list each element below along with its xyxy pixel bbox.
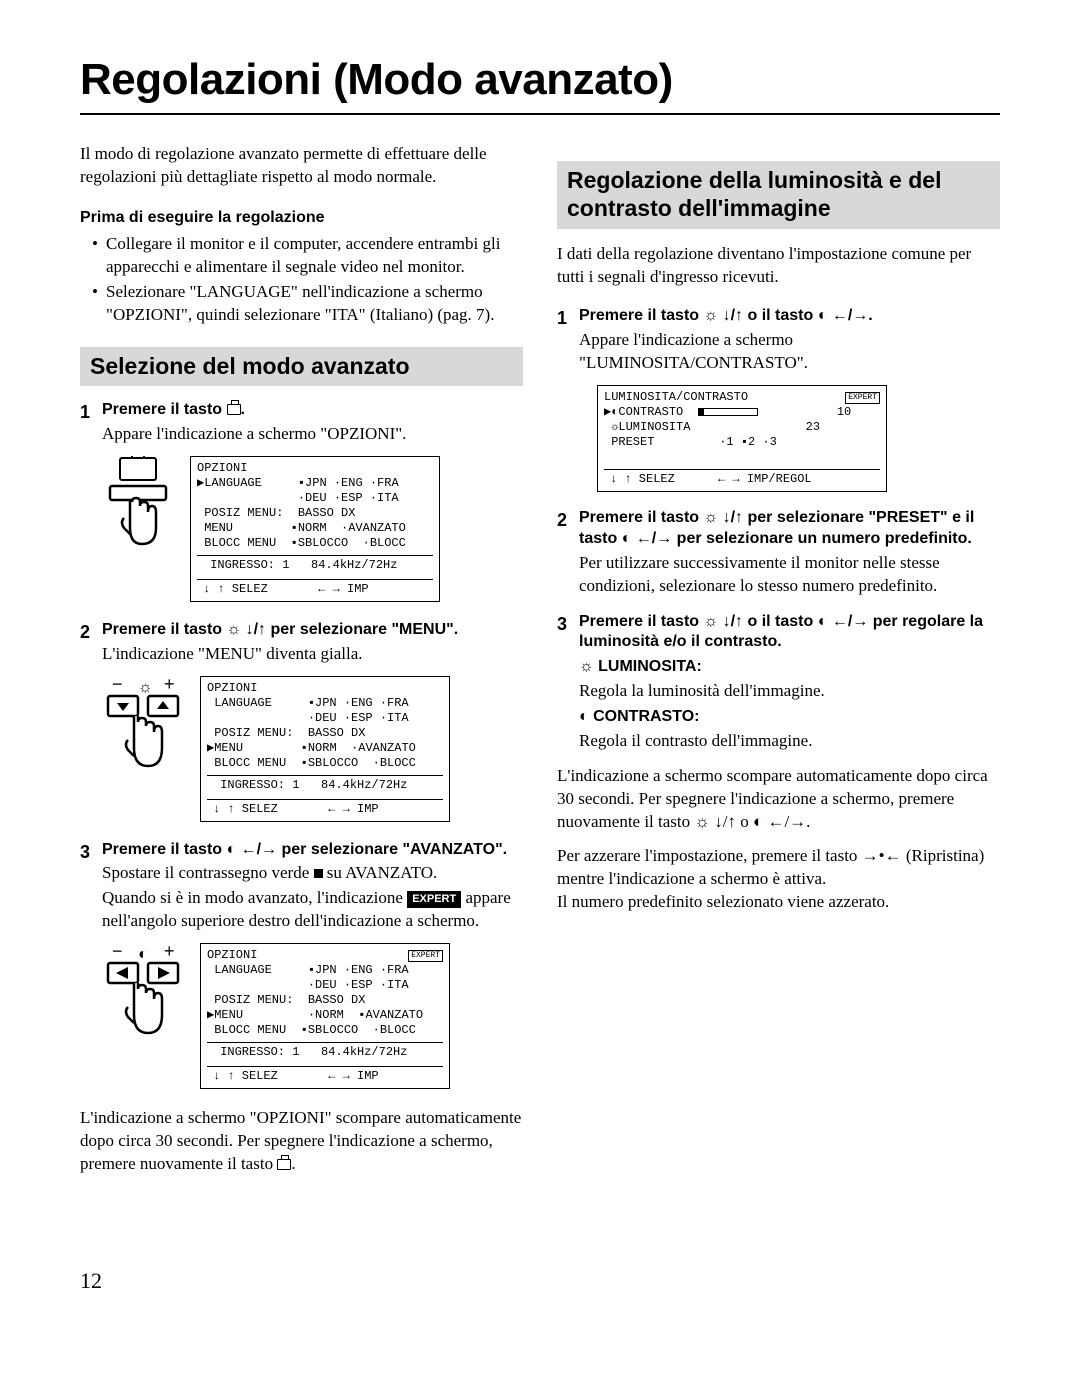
section-heading: Regolazione della luminosità e del contr… <box>557 161 1000 228</box>
expert-indicator: EXPERT <box>408 950 443 962</box>
diagram-row: OPZIONI ▶LANGUAGE ▪JPN ·ENG ·FRA ·DEU ·E… <box>102 456 523 602</box>
osd-row: ·DEU ·ESP ·ITA <box>207 978 443 993</box>
step-title: Premere il tasto . <box>102 400 523 421</box>
footer-paragraph: Il numero predefinito selezionato viene … <box>557 891 1000 914</box>
step-title: Premere il tasto ☼ ↓/↑ per selezionare "… <box>102 620 523 641</box>
step-number: 3 <box>80 840 102 934</box>
osd-row: LANGUAGE ▪JPN ·ENG ·FRA <box>207 696 443 711</box>
expert-badge: EXPERT <box>407 891 461 908</box>
section-heading: Selezione del modo avanzato <box>80 347 523 387</box>
step-number: 2 <box>80 620 102 666</box>
diagram-row: − ◐ + OPZIONI EXPERT LANG <box>102 943 523 1089</box>
osd-title: LUMINOSITA/CONTRASTO <box>604 390 748 405</box>
pre-adjust-list: Collegare il monitor e il computer, acce… <box>80 233 523 327</box>
osd-row: ·DEU ·ESP ·ITA <box>207 711 443 726</box>
osd-footer: ↓ ↑ SELEZ ← → IMP <box>213 1069 437 1084</box>
step-title: Premere il tasto ☼ ↓/↑ o il tasto ◐ ←/→ … <box>579 612 1000 654</box>
osd-row: LANGUAGE ▪JPN ·ENG ·FRA <box>207 963 443 978</box>
osd-row: ▶◐CONTRASTO 10 <box>604 405 880 420</box>
osd-title: OPZIONI <box>207 948 257 963</box>
press-updown-icon: − ☼ + <box>102 676 184 776</box>
step-title: Premere il tasto ☼ ↓/↑ o il tasto ◐ ←/→. <box>579 306 1000 327</box>
osd-screen: OPZIONI LANGUAGE ▪JPN ·ENG ·FRA ·DEU ·ES… <box>200 676 450 822</box>
osd-row: ▶MENU ▪NORM ·AVANZATO <box>207 741 443 756</box>
step-text: L'indicazione "MENU" diventa gialla. <box>102 643 523 666</box>
osd-row: MENU ▪NORM ·AVANZATO <box>197 521 433 536</box>
contrast-bar <box>698 408 758 416</box>
step: 1 Premere il tasto ☼ ↓/↑ o il tasto ◐ ←/… <box>557 306 1000 375</box>
left-column: Il modo di regolazione avanzato permette… <box>80 143 523 1176</box>
osd-title: OPZIONI <box>207 681 443 696</box>
step-number: 3 <box>557 612 579 753</box>
green-marker-icon <box>314 869 323 878</box>
osd-row: BLOCC MENU ▪SBLOCCO ·BLOCC <box>207 1023 443 1038</box>
step-text: Appare l'indicazione a schermo "LUMINOSI… <box>579 329 1000 375</box>
step-text: Per utilizzare successivamente il monito… <box>579 552 1000 598</box>
step-title: Premere il tasto ☼ ↓/↑ per selezionare "… <box>579 508 1000 550</box>
osd-screen: OPZIONI ▶LANGUAGE ▪JPN ·ENG ·FRA ·DEU ·E… <box>190 456 440 602</box>
osd-row: INGRESSO: 1 84.4kHz/72Hz <box>213 778 437 793</box>
bullet-item: Selezionare "LANGUAGE" nell'indicazione … <box>92 281 523 327</box>
menu-button-icon <box>227 404 241 415</box>
intro-paragraph: I dati della regolazione diventano l'imp… <box>557 243 1000 289</box>
osd-row: POSIZ MENU: BASSO DX <box>207 993 443 1008</box>
osd-row: INGRESSO: 1 84.4kHz/72Hz <box>213 1045 437 1060</box>
bullet-item: Collegare il monitor e il computer, acce… <box>92 233 523 279</box>
step-text: Quando si è in modo avanzato, l'indicazi… <box>102 887 523 933</box>
osd-row: BLOCC MENU ▪SBLOCCO ·BLOCC <box>197 536 433 551</box>
osd-row: ▶MENU ·NORM ▪AVANZATO <box>207 1008 443 1023</box>
step: 2 Premere il tasto ☼ ↓/↑ per selezionare… <box>557 508 1000 597</box>
osd-screen: LUMINOSITA/CONTRASTO EXPERT ▶◐CONTRASTO … <box>597 385 887 492</box>
luminosita-label: ☼ LUMINOSITA: <box>579 657 1000 678</box>
svg-text:−: − <box>112 943 123 961</box>
press-button-icon <box>102 456 174 551</box>
osd-row: PRESET ·1 ▪2 ·3 <box>604 435 880 450</box>
step-number: 1 <box>557 306 579 375</box>
step: 1 Premere il tasto . Appare l'indicazion… <box>80 400 523 446</box>
step-title: Premere il tasto ◐ ←/→ per selezionare "… <box>102 840 523 861</box>
osd-footer: ↓ ↑ SELEZ ← → IMP/REGOL <box>610 472 874 487</box>
step-text: Spostare il contrassegno verde su AVANZA… <box>102 862 523 885</box>
osd-title: OPZIONI <box>197 461 433 476</box>
step-number: 1 <box>80 400 102 446</box>
osd-row: POSIZ MENU: BASSO DX <box>197 506 433 521</box>
footer-paragraph: L'indicazione a schermo scompare automat… <box>557 765 1000 834</box>
osd-footer: ↓ ↑ SELEZ ← → IMP <box>203 582 427 597</box>
step: 3 Premere il tasto ◐ ←/→ per selezionare… <box>80 840 523 934</box>
osd-row: POSIZ MENU: BASSO DX <box>207 726 443 741</box>
step-number: 2 <box>557 508 579 597</box>
diagram-row: − ☼ + OPZIONI LANGUAGE ▪JPN ·ENG ·FRA <box>102 676 523 822</box>
osd-screen: OPZIONI EXPERT LANGUAGE ▪JPN ·ENG ·FRA ·… <box>200 943 450 1089</box>
svg-text:☼: ☼ <box>138 679 153 696</box>
footer-paragraph: L'indicazione a schermo "OPZIONI" scompa… <box>80 1107 523 1176</box>
right-column: Regolazione della luminosità e del contr… <box>557 143 1000 1176</box>
osd-row: ▶LANGUAGE ▪JPN ·ENG ·FRA <box>197 476 433 491</box>
svg-text:+: + <box>164 943 175 961</box>
intro-paragraph: Il modo di regolazione avanzato permette… <box>80 143 523 189</box>
osd-row <box>604 450 880 465</box>
step-text: Appare l'indicazione a schermo "OPZIONI"… <box>102 423 523 446</box>
page-title: Regolazioni (Modo avanzato) <box>80 50 1000 115</box>
expert-indicator: EXPERT <box>845 392 880 404</box>
step-text: Regola il contrasto dell'immagine. <box>579 730 1000 753</box>
contrasto-label: ◐ CONTRASTO: <box>579 707 1000 728</box>
osd-row: INGRESSO: 1 84.4kHz/72Hz <box>203 558 427 573</box>
svg-text:◐: ◐ <box>138 946 148 963</box>
two-column-layout: Il modo di regolazione avanzato permette… <box>80 143 1000 1176</box>
step: 3 Premere il tasto ☼ ↓/↑ o il tasto ◐ ←/… <box>557 612 1000 753</box>
pre-adjust-heading: Prima di eseguire la regolazione <box>80 207 523 229</box>
menu-button-icon <box>277 1159 291 1170</box>
osd-footer: ↓ ↑ SELEZ ← → IMP <box>213 802 437 817</box>
osd-row: ·DEU ·ESP ·ITA <box>197 491 433 506</box>
step-text: Regola la luminosità dell'immagine. <box>579 680 1000 703</box>
osd-row: BLOCC MENU ▪SBLOCCO ·BLOCC <box>207 756 443 771</box>
svg-text:−: − <box>112 676 123 694</box>
footer-paragraph: Per azzerare l'impostazione, premere il … <box>557 845 1000 891</box>
press-leftright-icon: − ◐ + <box>102 943 184 1043</box>
osd-row: ☼LUMINOSITA 23 <box>604 420 880 435</box>
page-number: 12 <box>80 1266 1000 1296</box>
step: 2 Premere il tasto ☼ ↓/↑ per selezionare… <box>80 620 523 666</box>
svg-text:+: + <box>164 676 175 694</box>
